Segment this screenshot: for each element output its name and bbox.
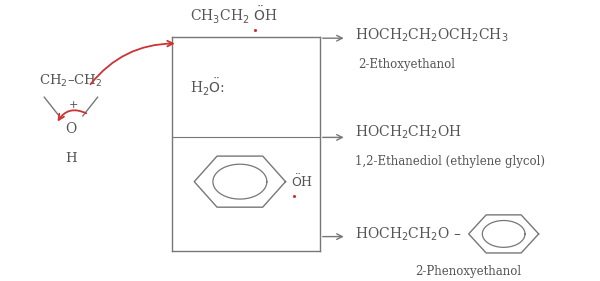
Text: H: H bbox=[65, 152, 77, 165]
Text: 2-Ethoxyethanol: 2-Ethoxyethanol bbox=[358, 58, 455, 71]
Text: $\ddot{\mathrm{O}}$H: $\ddot{\mathrm{O}}$H bbox=[292, 173, 314, 190]
Text: HOCH$_2$CH$_2$OCH$_2$CH$_3$: HOCH$_2$CH$_2$OCH$_2$CH$_3$ bbox=[355, 27, 509, 44]
Text: HOCH$_2$CH$_2$OH: HOCH$_2$CH$_2$OH bbox=[355, 123, 463, 141]
Text: CH$_2$–CH$_2$: CH$_2$–CH$_2$ bbox=[39, 73, 103, 89]
Text: H$_2$$\ddot{\mathrm{O}}$:: H$_2$$\ddot{\mathrm{O}}$: bbox=[190, 77, 224, 98]
Text: O: O bbox=[65, 122, 77, 136]
Text: CH$_3$CH$_2$ $\ddot{\mathrm{O}}$H: CH$_3$CH$_2$ $\ddot{\mathrm{O}}$H bbox=[190, 5, 278, 26]
Text: 1,2-Ethanediol (ethylene glycol): 1,2-Ethanediol (ethylene glycol) bbox=[355, 155, 545, 168]
Text: HOCH$_2$CH$_2$O –: HOCH$_2$CH$_2$O – bbox=[355, 225, 462, 243]
Text: 2-Phenoxyethanol: 2-Phenoxyethanol bbox=[415, 265, 521, 278]
Text: +: + bbox=[69, 100, 79, 110]
